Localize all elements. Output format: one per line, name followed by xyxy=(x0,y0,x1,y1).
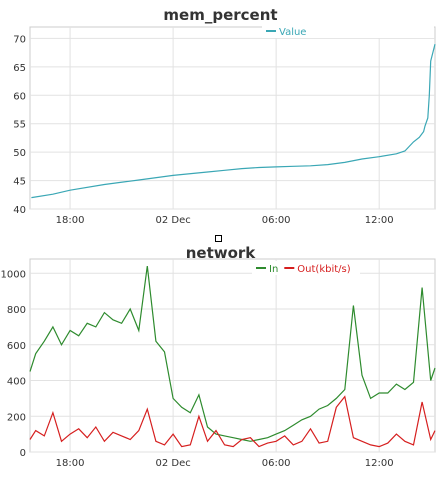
y-tick-label: 800 xyxy=(7,305,26,316)
mem-percent-chart-panel: mem_percent 40 45 50 55 60 65 70 18:00 02 Dec 06:… xyxy=(0,0,441,232)
x-tick-label: 12:00 xyxy=(365,215,394,226)
x-tick-label: 02 Dec xyxy=(155,458,190,469)
series-line-value xyxy=(31,43,436,199)
chart-title: mem_percent xyxy=(163,6,278,24)
legend-box xyxy=(252,261,360,275)
y-tick-label: 50 xyxy=(13,148,26,159)
resize-handle[interactable] xyxy=(215,235,222,242)
mem-percent-chart: 40 45 50 55 60 65 70 18:00 02 Dec 06:00 12:00 Value xyxy=(13,24,436,226)
plot-area xyxy=(29,26,436,210)
y-tick-label: 70 xyxy=(13,34,26,45)
x-tick-label: 18:00 xyxy=(56,458,85,469)
y-tick-label: 400 xyxy=(7,377,26,388)
x-tick-label: 12:00 xyxy=(365,458,394,469)
x-tick-label: 02 Dec xyxy=(155,215,190,226)
y-tick-label: 1000 xyxy=(1,269,26,280)
series-line-in xyxy=(29,266,436,442)
y-tick-label: 60 xyxy=(13,91,26,102)
network-chart-panel: network 0 200 400 600 800 1000 18:00 02 Dec 06:0… xyxy=(0,240,441,484)
y-tick-label: 0 xyxy=(20,448,26,459)
y-tick-label: 65 xyxy=(13,63,26,74)
legend-label: In xyxy=(269,264,278,275)
legend-label: Value xyxy=(279,27,306,38)
x-tick-label: 06:00 xyxy=(262,215,291,226)
x-tick-label: 18:00 xyxy=(56,215,85,226)
legend-label: Out(kbit/s) xyxy=(297,264,350,275)
plot-area xyxy=(29,258,436,453)
y-tick-label: 200 xyxy=(7,412,26,423)
y-tick-label: 40 xyxy=(13,205,26,216)
legend-box xyxy=(262,24,434,38)
y-tick-label: 600 xyxy=(7,341,26,352)
series-line-out-kbit-s xyxy=(29,395,436,448)
x-tick-label: 06:00 xyxy=(262,458,291,469)
y-tick-label: 45 xyxy=(13,177,26,188)
y-tick-label: 55 xyxy=(13,120,26,131)
chart-title: network xyxy=(185,244,256,262)
network-chart: 0 200 400 600 800 1000 18:00 02 Dec 06:00 12:00 In… xyxy=(1,258,436,469)
